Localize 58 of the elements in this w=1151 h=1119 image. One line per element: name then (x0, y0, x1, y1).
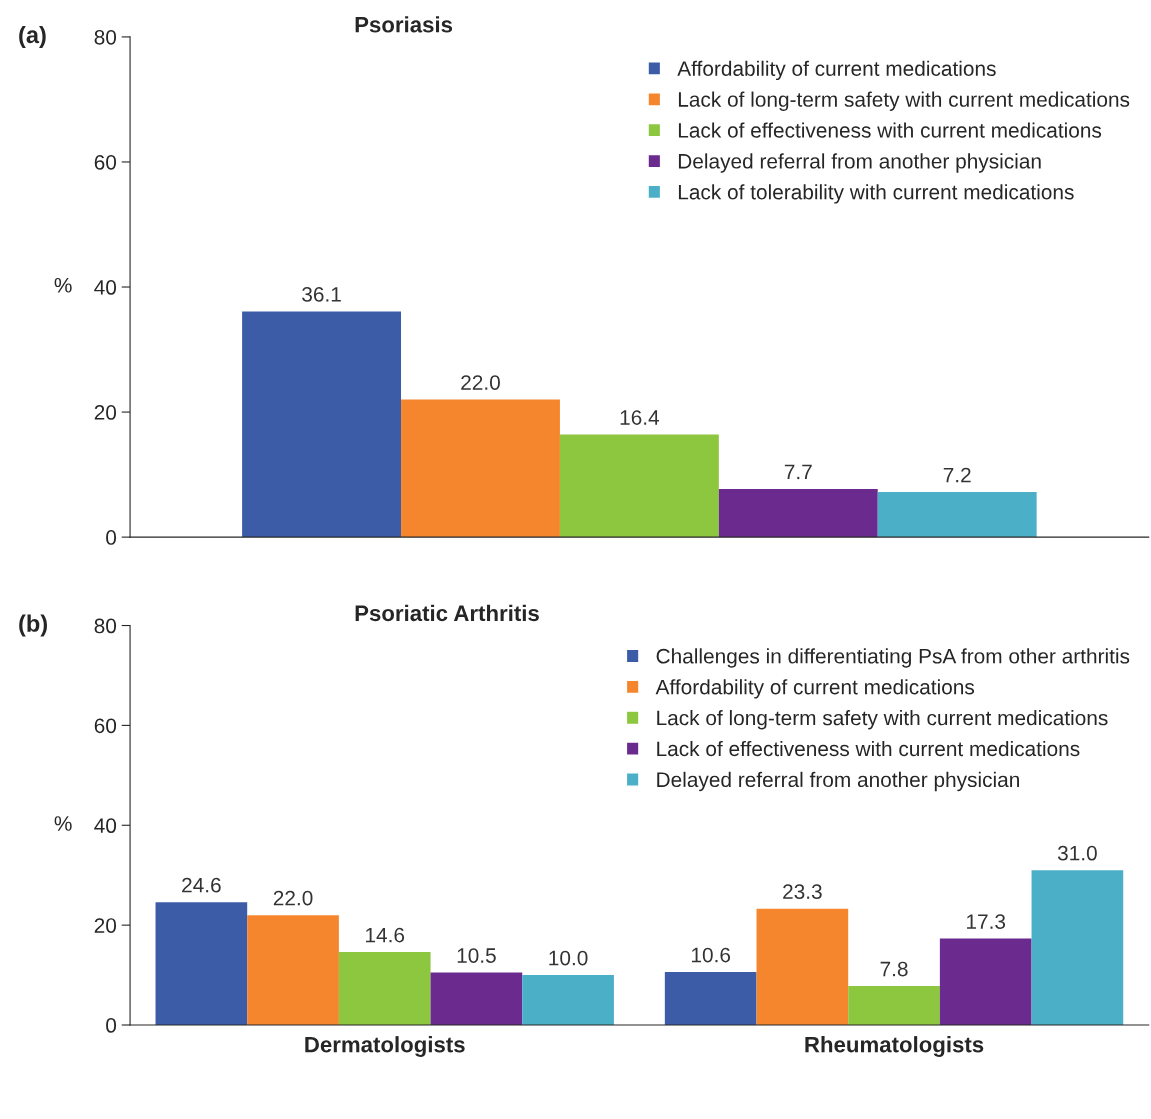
data-label: 36.1 (302, 286, 341, 302)
y-tick-label: 60 (94, 154, 117, 170)
data-label: 7.8 (880, 961, 908, 977)
y-tick-label: 60 (94, 718, 117, 734)
bar (155, 902, 248, 1025)
bar (1031, 870, 1124, 1025)
text: (a) (19, 25, 46, 48)
y-tick-label: 0 (106, 1018, 117, 1033)
y-tick-label: 40 (94, 818, 117, 834)
bar (242, 311, 402, 538)
y-axis-title: % (54, 816, 72, 831)
legend-label: Affordability of current medications (655, 679, 975, 699)
data-label: 10.0 (549, 950, 588, 966)
x-tick-label: Dermatologists (305, 1036, 465, 1057)
data-label: 22.0 (461, 375, 500, 390)
bar (401, 399, 560, 538)
bar (664, 972, 757, 1025)
legend-label: Affordability of current medications (677, 60, 996, 81)
chart-title: Psoriasis (355, 16, 453, 33)
legend-label: Delayed referral from another physician (678, 153, 1041, 173)
y-tick-label: 80 (94, 29, 117, 45)
bar (939, 938, 1032, 1025)
legend-label: Delayed referral from another physician (657, 771, 1019, 792)
legend-label: Lack of effectiveness with current medications (657, 740, 1080, 757)
bar (877, 492, 1037, 538)
data-label: 14.6 (366, 927, 405, 943)
bar (247, 915, 339, 1025)
chart-title: Psoriatic Arthritis (355, 604, 539, 622)
bar (848, 986, 940, 1025)
legend-label: Lack of long-term safety with current medications (657, 710, 1108, 730)
legend-label: Lack of effectiveness with current medications (678, 122, 1102, 138)
bar (430, 972, 523, 1025)
legend-label: Lack of tolerability with current medications (678, 184, 1074, 204)
bar (718, 488, 878, 538)
legend-label: Lack of long-term safety with current medications (678, 91, 1130, 111)
data-label: 10.6 (692, 947, 731, 963)
data-label: 10.5 (457, 948, 496, 963)
data-label: 23.3 (783, 884, 822, 899)
data-label: 17.3 (967, 914, 1006, 929)
text: (b) (19, 614, 47, 637)
y-tick-label: 20 (94, 918, 117, 933)
bar (559, 434, 719, 538)
data-label: 7.2 (943, 467, 971, 483)
y-tick-label: 20 (94, 405, 117, 420)
bar (522, 975, 614, 1025)
y-tick-label: 80 (94, 618, 117, 634)
data-label: 24.6 (182, 877, 221, 893)
y-axis-title: % (54, 277, 72, 293)
bar (756, 908, 849, 1025)
y-tick-label: 40 (94, 280, 117, 295)
data-label: 22.0 (273, 890, 313, 906)
x-tick-label: Rheumatologists (805, 1036, 984, 1057)
y-tick-label: 0 (106, 530, 117, 545)
legend-label: Challenges in differentiating PsA from other arthritis (656, 648, 1130, 668)
data-label: 31.0 (1057, 845, 1097, 861)
bar (338, 952, 431, 1025)
data-label: 16.4 (620, 410, 660, 425)
data-label: 7.7 (784, 464, 812, 480)
